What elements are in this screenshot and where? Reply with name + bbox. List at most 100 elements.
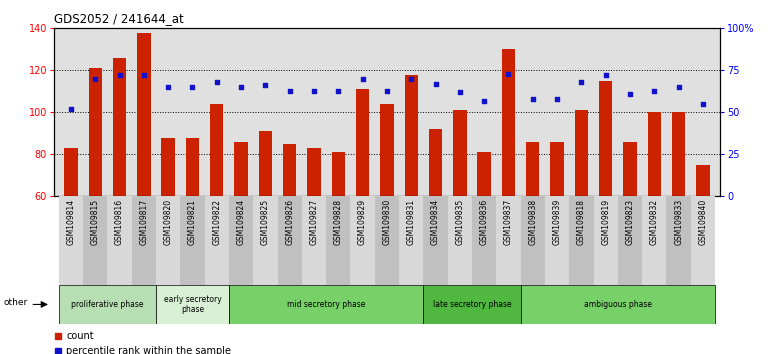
- Point: [211, 79, 223, 85]
- Point: [357, 76, 369, 81]
- Point: [478, 98, 490, 103]
- Bar: [229, 196, 253, 285]
- Bar: [521, 196, 545, 285]
- Bar: [64, 148, 78, 196]
- Text: GSM109837: GSM109837: [504, 199, 513, 245]
- Text: GSM109815: GSM109815: [91, 199, 100, 245]
- Bar: [691, 196, 715, 285]
- Bar: [156, 285, 229, 324]
- Point: [405, 76, 417, 81]
- Bar: [332, 152, 345, 196]
- Point: [259, 82, 272, 88]
- Text: GSM109839: GSM109839: [553, 199, 561, 245]
- Point: [697, 101, 709, 107]
- Text: GSM109832: GSM109832: [650, 199, 659, 245]
- Text: GSM109835: GSM109835: [455, 199, 464, 245]
- Bar: [477, 152, 490, 196]
- Bar: [399, 196, 424, 285]
- Text: GSM109822: GSM109822: [213, 199, 221, 245]
- Bar: [132, 196, 156, 285]
- Bar: [59, 196, 83, 285]
- Bar: [424, 285, 521, 324]
- Text: GSM109824: GSM109824: [236, 199, 246, 245]
- Point: [89, 76, 102, 81]
- Bar: [454, 110, 467, 196]
- Bar: [89, 68, 102, 196]
- Bar: [83, 196, 107, 285]
- Bar: [205, 196, 229, 285]
- Point: [283, 88, 296, 93]
- Text: GSM109831: GSM109831: [407, 199, 416, 245]
- Point: [648, 88, 661, 93]
- Bar: [569, 196, 594, 285]
- Bar: [210, 104, 223, 196]
- Text: GSM109821: GSM109821: [188, 199, 197, 245]
- Text: GSM109840: GSM109840: [698, 199, 708, 245]
- Point: [600, 73, 612, 78]
- Text: GSM109820: GSM109820: [164, 199, 172, 245]
- Bar: [599, 81, 612, 196]
- Bar: [234, 142, 248, 196]
- Bar: [186, 138, 199, 196]
- Point: [575, 79, 588, 85]
- Bar: [107, 196, 132, 285]
- Bar: [648, 113, 661, 196]
- Point: [454, 89, 466, 95]
- Bar: [545, 196, 569, 285]
- Bar: [162, 138, 175, 196]
- Bar: [526, 142, 540, 196]
- Text: GSM109830: GSM109830: [383, 199, 391, 245]
- Bar: [113, 58, 126, 196]
- Bar: [137, 33, 150, 196]
- Text: other: other: [4, 298, 28, 307]
- Text: proliferative phase: proliferative phase: [71, 300, 144, 309]
- Point: [186, 84, 199, 90]
- Bar: [472, 196, 497, 285]
- Text: ambiguous phase: ambiguous phase: [584, 300, 652, 309]
- Point: [527, 96, 539, 102]
- Text: mid secretory phase: mid secretory phase: [287, 300, 365, 309]
- Bar: [672, 113, 685, 196]
- Text: GSM109825: GSM109825: [261, 199, 270, 245]
- Text: GSM109818: GSM109818: [577, 199, 586, 245]
- Text: GSM109829: GSM109829: [358, 199, 367, 245]
- Bar: [618, 196, 642, 285]
- Text: GSM109816: GSM109816: [115, 199, 124, 245]
- Bar: [502, 49, 515, 196]
- Text: GSM109834: GSM109834: [431, 199, 440, 245]
- Bar: [424, 196, 447, 285]
- Bar: [551, 142, 564, 196]
- Bar: [521, 285, 715, 324]
- Text: GDS2052 / 241644_at: GDS2052 / 241644_at: [54, 12, 184, 25]
- Bar: [375, 196, 399, 285]
- Bar: [326, 196, 350, 285]
- Point: [113, 73, 126, 78]
- Bar: [594, 196, 618, 285]
- Bar: [277, 196, 302, 285]
- Text: GSM109817: GSM109817: [139, 199, 149, 245]
- Text: GSM109819: GSM109819: [601, 199, 610, 245]
- Bar: [497, 196, 521, 285]
- Point: [502, 71, 514, 76]
- Bar: [283, 144, 296, 196]
- Point: [381, 88, 393, 93]
- Text: GSM109823: GSM109823: [625, 199, 634, 245]
- Bar: [156, 196, 180, 285]
- Bar: [404, 75, 418, 196]
- Bar: [180, 196, 205, 285]
- Bar: [229, 285, 424, 324]
- Bar: [642, 196, 667, 285]
- Text: GSM109827: GSM109827: [310, 199, 319, 245]
- Point: [332, 88, 344, 93]
- Text: GSM109833: GSM109833: [674, 199, 683, 245]
- Bar: [350, 196, 375, 285]
- Bar: [574, 110, 588, 196]
- Bar: [667, 196, 691, 285]
- Text: GSM109828: GSM109828: [334, 199, 343, 245]
- Bar: [624, 142, 637, 196]
- Text: early secretory
phase: early secretory phase: [163, 295, 221, 314]
- Bar: [429, 129, 442, 196]
- Text: late secretory phase: late secretory phase: [433, 300, 511, 309]
- Text: count: count: [66, 331, 94, 341]
- Text: GSM109838: GSM109838: [528, 199, 537, 245]
